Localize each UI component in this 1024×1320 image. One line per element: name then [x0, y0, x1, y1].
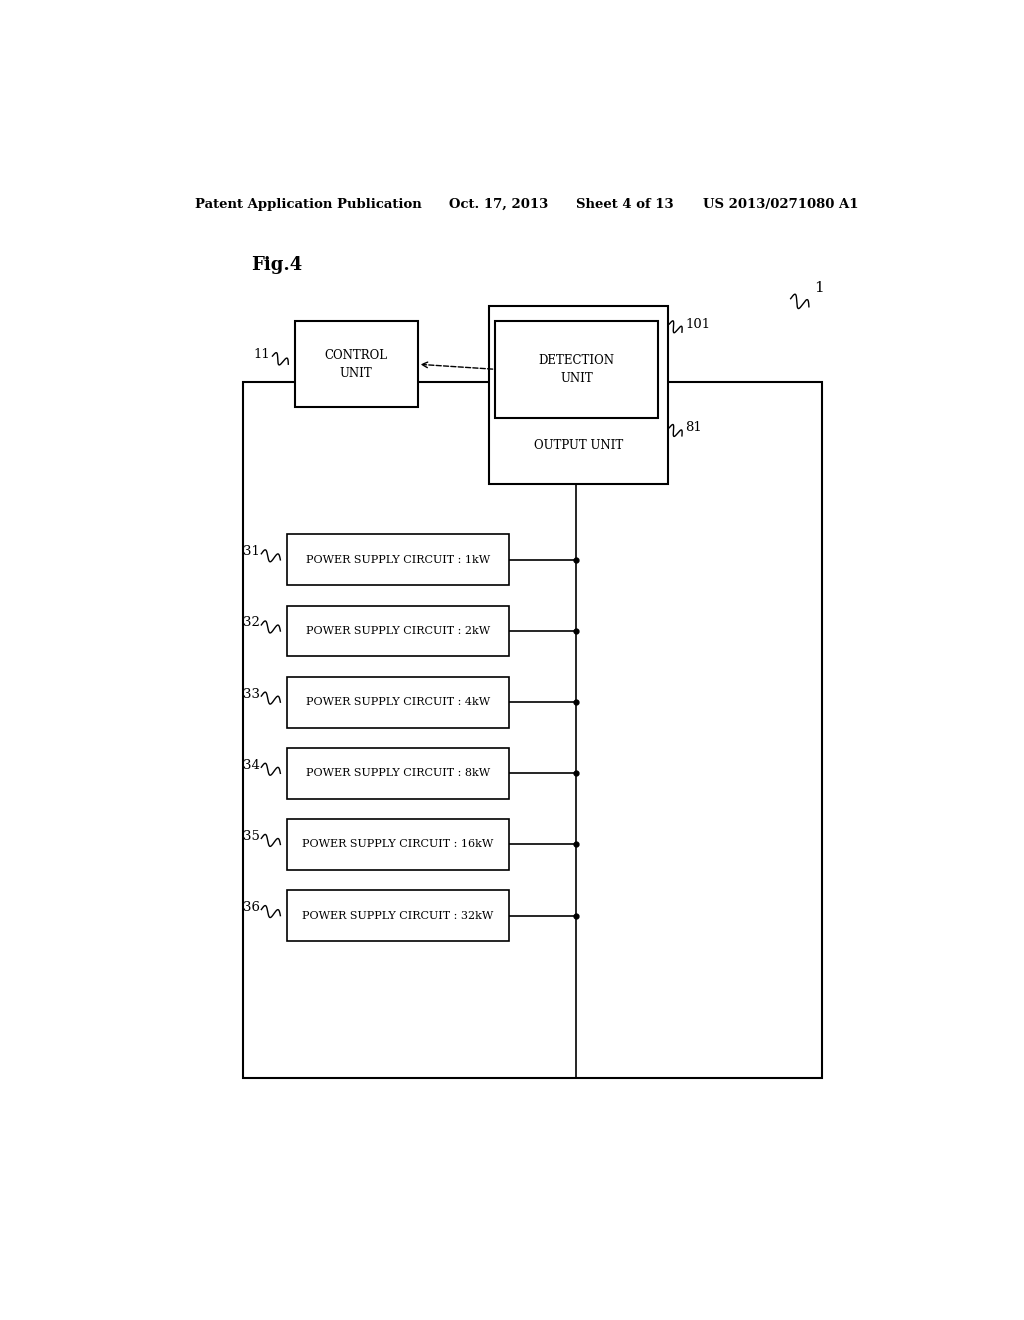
Bar — [287, 818, 509, 870]
Text: 101: 101 — [685, 318, 711, 330]
Bar — [489, 306, 668, 483]
Text: 36: 36 — [243, 902, 260, 913]
Text: 1: 1 — [814, 281, 824, 296]
Bar — [287, 677, 509, 727]
Text: 35: 35 — [243, 830, 260, 843]
Text: Sheet 4 of 13: Sheet 4 of 13 — [577, 198, 674, 211]
Text: 32: 32 — [243, 616, 260, 630]
Text: Patent Application Publication: Patent Application Publication — [196, 198, 422, 211]
Bar — [243, 381, 822, 1078]
Text: 11: 11 — [253, 347, 270, 360]
Text: POWER SUPPLY CIRCUIT : 4kW: POWER SUPPLY CIRCUIT : 4kW — [306, 697, 489, 708]
Text: DETECTION
UNIT: DETECTION UNIT — [539, 354, 614, 385]
Text: CONTROL
UNIT: CONTROL UNIT — [325, 348, 388, 380]
Text: Fig.4: Fig.4 — [251, 256, 302, 275]
Text: POWER SUPPLY CIRCUIT : 16kW: POWER SUPPLY CIRCUIT : 16kW — [302, 840, 494, 850]
Bar — [287, 748, 509, 799]
Bar — [287, 606, 509, 656]
Text: US 2013/0271080 A1: US 2013/0271080 A1 — [703, 198, 859, 211]
Bar — [287, 890, 509, 941]
Text: OUTPUT UNIT: OUTPUT UNIT — [534, 438, 623, 451]
Text: 34: 34 — [243, 759, 260, 772]
Text: Oct. 17, 2013: Oct. 17, 2013 — [450, 198, 549, 211]
Text: 81: 81 — [685, 421, 701, 434]
Text: POWER SUPPLY CIRCUIT : 32kW: POWER SUPPLY CIRCUIT : 32kW — [302, 911, 494, 920]
Bar — [496, 321, 658, 417]
Text: POWER SUPPLY CIRCUIT : 8kW: POWER SUPPLY CIRCUIT : 8kW — [306, 768, 489, 779]
Text: POWER SUPPLY CIRCUIT : 1kW: POWER SUPPLY CIRCUIT : 1kW — [306, 554, 489, 565]
Bar — [295, 321, 418, 408]
Text: POWER SUPPLY CIRCUIT : 2kW: POWER SUPPLY CIRCUIT : 2kW — [306, 626, 489, 636]
Text: 33: 33 — [243, 688, 260, 701]
Bar — [287, 535, 509, 585]
Text: 31: 31 — [243, 545, 260, 558]
